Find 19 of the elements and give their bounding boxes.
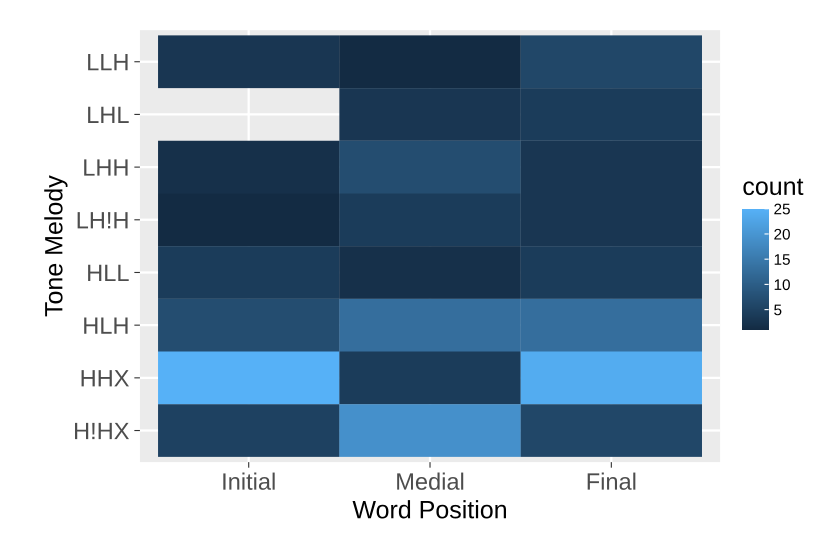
y-tick-label: LHL bbox=[88, 106, 129, 123]
y-tick-label: HLL bbox=[88, 264, 129, 282]
x-tick-label: Final bbox=[588, 472, 636, 490]
color-bar-title: count bbox=[743, 178, 804, 196]
color-bar-label: 20 bbox=[774, 228, 790, 240]
x-axis-title: Word Position bbox=[352, 500, 506, 518]
color-bar-label: 10 bbox=[774, 279, 790, 290]
x-tick-label: Initial bbox=[223, 472, 275, 490]
color-bar-label: 15 bbox=[774, 254, 790, 265]
x-tick-label: Medial bbox=[397, 472, 464, 490]
y-tick-label: LH!H bbox=[78, 212, 128, 228]
color-bar-label: 25 bbox=[774, 204, 790, 214]
y-tick-label: H!HX bbox=[75, 422, 129, 440]
color-bar-label: 5 bbox=[774, 304, 782, 316]
y-tick-label: HLH bbox=[84, 317, 128, 334]
y-axis-title: Tone Melody bbox=[44, 175, 68, 316]
y-tick-label: HHX bbox=[82, 370, 129, 386]
y-tick-label: LHH bbox=[84, 159, 128, 176]
y-tick-label: LLH bbox=[88, 54, 128, 70]
